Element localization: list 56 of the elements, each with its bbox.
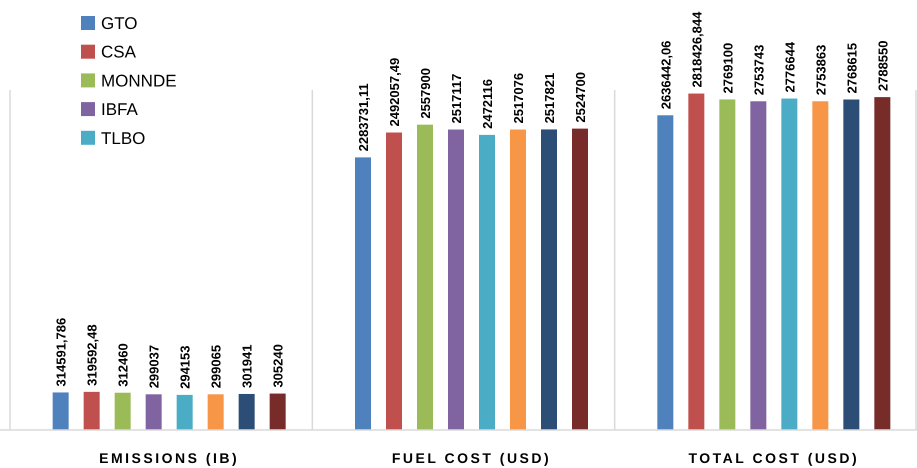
x-tick-label: TOTAL COST (USD)	[688, 450, 860, 466]
bar	[510, 130, 526, 430]
bar	[84, 392, 100, 430]
data-label: 299037	[146, 344, 162, 388]
legend-label: CSA	[101, 42, 137, 62]
data-label: 2636442,06	[658, 40, 674, 110]
bar	[386, 132, 402, 430]
data-label: 2788550	[875, 40, 890, 92]
data-label: 2517821	[542, 72, 557, 124]
data-label: 2517117	[449, 74, 464, 124]
bar	[750, 101, 766, 430]
bar	[657, 115, 674, 430]
bar	[270, 394, 286, 430]
data-label: 2753863	[813, 44, 828, 96]
bar	[572, 128, 588, 430]
x-tick-label: FUEL COST (USD)	[392, 450, 552, 466]
data-label: 2492057,49	[387, 58, 402, 127]
data-label: 2524700	[573, 72, 588, 123]
bar	[479, 134, 495, 430]
bar	[176, 394, 193, 430]
data-label: 299065	[208, 344, 224, 388]
bar	[114, 392, 131, 430]
data-label: 319592,48	[84, 324, 100, 386]
bar	[417, 124, 433, 430]
data-label: 2557900	[418, 68, 433, 119]
bar	[238, 394, 255, 430]
legend-label: TLBO	[101, 128, 146, 148]
bar	[781, 98, 798, 430]
data-label: 2283731,11	[356, 83, 371, 152]
bar	[541, 129, 557, 430]
bar	[208, 394, 224, 430]
data-label: 2769100	[720, 42, 736, 94]
data-label: 312460	[116, 343, 131, 387]
bar	[146, 394, 162, 430]
data-label: 2818426,844	[689, 10, 704, 88]
legend-label: MONNDE	[101, 71, 177, 90]
bar	[52, 392, 69, 430]
bar	[719, 99, 736, 430]
data-label: 301941	[240, 344, 255, 388]
bar	[874, 97, 890, 430]
data-label: 2472116	[480, 78, 495, 129]
legend-label: IBFA	[101, 100, 139, 120]
data-label: 2768615	[844, 42, 860, 94]
data-label: 2517076	[511, 72, 526, 124]
data-label: 2776644	[782, 41, 798, 93]
bar	[355, 157, 371, 430]
x-tick-label: EMISSIONS (IB)	[99, 450, 240, 466]
bar	[843, 100, 860, 430]
data-label: 2753743	[751, 44, 766, 96]
legend-label: GTO	[101, 14, 138, 33]
bar	[688, 94, 704, 430]
bar	[448, 130, 464, 430]
data-label: 305240	[270, 344, 286, 388]
bar	[812, 101, 828, 430]
data-label: 294153	[178, 345, 193, 389]
data-label: 314591,786	[54, 318, 69, 386]
